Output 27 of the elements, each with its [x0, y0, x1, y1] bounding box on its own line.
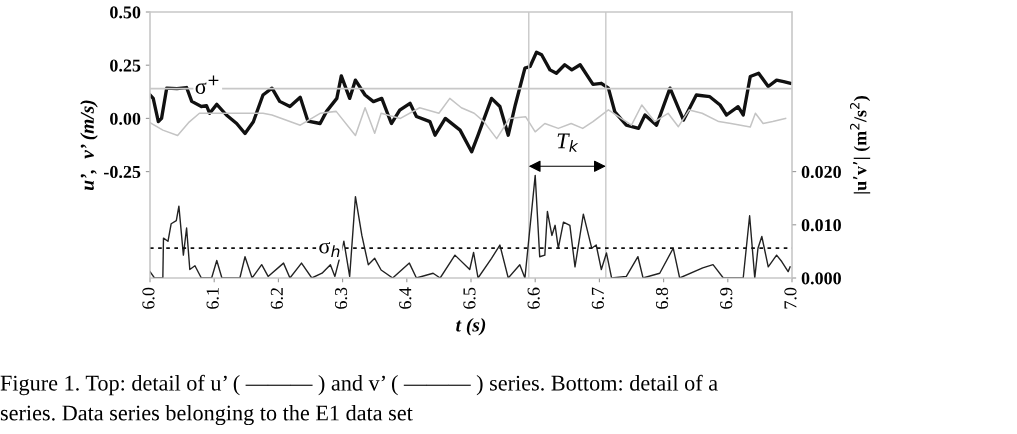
- text: series. Data series belonging to the E1 data set: [0, 404, 413, 426]
- x-tick-label: 6.5: [463, 287, 476, 309]
- x-tick-label: 7.0: [784, 287, 797, 309]
- caption: Figure 1. Top: detail of u’ ( ——— ) and v’ ( ——— ) series. Bottom: detail of a: [0, 374, 718, 396]
- x-tick-label: 6.8: [655, 287, 669, 309]
- y-axis-title: u’, v’ (m/s): [80, 100, 98, 191]
- annotation: T$_{k}$: [557, 133, 579, 152]
- x-tick-label: 6.6: [527, 287, 540, 309]
- x-tick-label: 6.1: [206, 288, 219, 309]
- x-tick-label: 6.0: [142, 287, 155, 309]
- ref-line-label: σ$_{h}$: [319, 242, 340, 258]
- y-tick-label: -0.25: [104, 165, 141, 179]
- line-series: [150, 50, 792, 154]
- ref-line-label: σ$^{+}$: [195, 75, 219, 94]
- x-tick-label: 6.2: [270, 288, 283, 309]
- x-axis-title: t (s): [456, 317, 486, 336]
- x-tick-label: 6.4: [399, 287, 412, 309]
- y2-tick-label: 0.000: [801, 272, 841, 285]
- x-tick-label: 6.3: [334, 287, 348, 309]
- x-tick-label: 6.7: [591, 287, 604, 309]
- y2-tick-label: 0.020: [801, 165, 841, 179]
- x-tick-label: 6.9: [720, 287, 733, 309]
- y2-tick-label: 0.010: [801, 219, 841, 232]
- y-tick-label: 0.25: [110, 59, 141, 72]
- y-tick-label: 0.50: [110, 6, 141, 19]
- y-tick-label: 0.00: [110, 112, 141, 125]
- y2-axis-title: |u’v’| (m$^{2}$/s$^{2}$): [849, 96, 871, 194]
